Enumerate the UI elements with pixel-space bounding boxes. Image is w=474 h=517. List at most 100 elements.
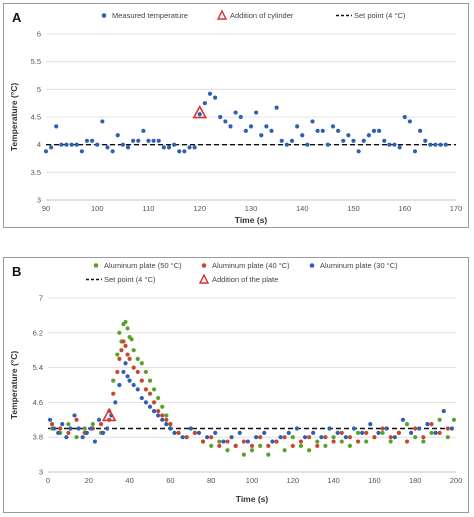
chart-b-point xyxy=(384,426,389,431)
chart-a-x-tick-label: 170 xyxy=(450,204,463,213)
chart-a-legend-item: Measured temperature xyxy=(101,11,188,20)
chart-b-point xyxy=(209,443,214,448)
chart-a-x-tick-label: 160 xyxy=(398,204,411,213)
chart-b-point xyxy=(184,435,189,440)
chart-b-point xyxy=(68,426,73,431)
chart-b-point xyxy=(449,426,455,431)
chart-b-point xyxy=(262,430,267,435)
chart-b-point xyxy=(355,439,361,444)
chart-a-y-tick-label: 5.5 xyxy=(31,57,41,66)
chart-a-point xyxy=(254,110,259,115)
chart-a-point xyxy=(177,149,182,154)
chart-b-point xyxy=(347,443,353,448)
chart-a-point xyxy=(233,110,238,115)
chart-a-x-tick-label: 110 xyxy=(143,204,155,213)
chart-b-point xyxy=(164,417,169,422)
chart-panel-b: B 3 3.8 4.6 5.4 6.2 7 0 20 40 60 80 100 120 140 160 180… xyxy=(3,257,469,513)
chart-a-point xyxy=(95,142,100,147)
chart-b-point xyxy=(156,409,161,414)
chart-b-point xyxy=(90,422,95,427)
chart-b-point xyxy=(143,400,149,405)
chart-b-point xyxy=(429,430,434,435)
chart-b-point xyxy=(339,439,344,444)
chart-a-point xyxy=(423,138,428,143)
chart-b-point xyxy=(294,426,299,431)
chart-b-point xyxy=(417,426,422,431)
chart-b-legend-label: Aluminum plate (30 °C) xyxy=(320,261,398,270)
chart-b-point xyxy=(307,448,312,453)
chart-b-point xyxy=(335,430,340,435)
chart-b-legend-swatch xyxy=(201,263,207,268)
chart-a-point xyxy=(84,138,90,143)
chart-b-point xyxy=(76,426,81,431)
chart-a-point xyxy=(366,133,371,138)
chart-a-point xyxy=(325,142,330,147)
chart-a-point xyxy=(146,138,151,143)
chart-b-point xyxy=(404,422,410,427)
chart-b-point xyxy=(319,435,324,440)
chart-b-point xyxy=(298,443,304,448)
panel-letter-b: B xyxy=(12,264,22,279)
chart-b-point xyxy=(72,413,77,418)
chart-b-svg: 3 3.8 4.6 5.4 6.2 7 0 20 40 60 80 100 120 140 160 180 20… xyxy=(9,261,462,504)
chart-b-point xyxy=(315,443,320,448)
chart-a-point xyxy=(43,149,49,154)
chart-b-point xyxy=(421,439,426,444)
chart-b-point xyxy=(437,417,442,422)
chart-b-point xyxy=(121,339,126,344)
chart-b-point xyxy=(258,443,263,448)
chart-a-x-tick-label: 150 xyxy=(347,204,360,213)
chart-b-point xyxy=(213,430,218,435)
chart-a-point xyxy=(305,142,310,147)
chart-b-point xyxy=(347,435,353,440)
chart-b-point xyxy=(131,382,136,388)
chart-a-point xyxy=(90,138,95,143)
chart-b-point xyxy=(160,413,165,418)
chart-b-point xyxy=(221,439,226,444)
chart-b-point xyxy=(64,435,69,440)
chart-b-point xyxy=(298,439,304,444)
chart-a-point xyxy=(346,133,351,138)
chart-a-x-tick-label: 120 xyxy=(193,204,206,213)
chart-b-point xyxy=(274,439,279,444)
chart-a-point xyxy=(59,142,64,147)
chart-b-point xyxy=(125,352,130,357)
chart-a-legend-label: Measured temperature xyxy=(112,11,188,20)
chart-b-point xyxy=(49,422,55,427)
chart-b-point xyxy=(80,435,85,440)
chart-b-point xyxy=(117,356,122,361)
chart-a-point xyxy=(284,142,289,147)
chart-b-point xyxy=(168,426,173,431)
chart-b-point xyxy=(343,435,348,440)
chart-b-point xyxy=(364,439,369,444)
chart-b-point xyxy=(266,452,271,457)
chart-b-point xyxy=(56,430,61,435)
chart-b-point xyxy=(131,348,136,353)
chart-a-point xyxy=(197,112,202,117)
chart-b-point xyxy=(380,430,385,435)
chart-a-point xyxy=(166,145,172,150)
chart-b-point xyxy=(115,352,120,357)
chart-b-point xyxy=(229,435,234,440)
chart-a-point xyxy=(407,119,412,124)
chart-a-point xyxy=(69,142,74,147)
chart-a-point xyxy=(228,124,233,129)
chart-a-point xyxy=(248,124,254,129)
chart-b-point xyxy=(372,435,377,440)
chart-b-point xyxy=(164,422,169,427)
chart-a-point xyxy=(213,95,218,100)
chart-b-point xyxy=(307,435,312,440)
chart-b-point xyxy=(196,430,202,435)
chart-a-point xyxy=(110,149,115,154)
chart-a-point xyxy=(336,128,341,133)
chart-b-point xyxy=(368,422,373,427)
chart-a-x-axis-title: Time (s) xyxy=(235,215,268,225)
chart-a-x-tick-label: 100 xyxy=(91,204,104,213)
chart-b-point xyxy=(115,369,120,375)
chart-b-legend-label: Addition of the plate xyxy=(212,275,278,284)
chart-b-legend-swatch xyxy=(93,263,99,268)
chart-a-point xyxy=(433,142,438,147)
chart-b-point xyxy=(139,378,144,383)
chart-b-point xyxy=(437,430,442,435)
chart-b-point xyxy=(156,413,161,418)
